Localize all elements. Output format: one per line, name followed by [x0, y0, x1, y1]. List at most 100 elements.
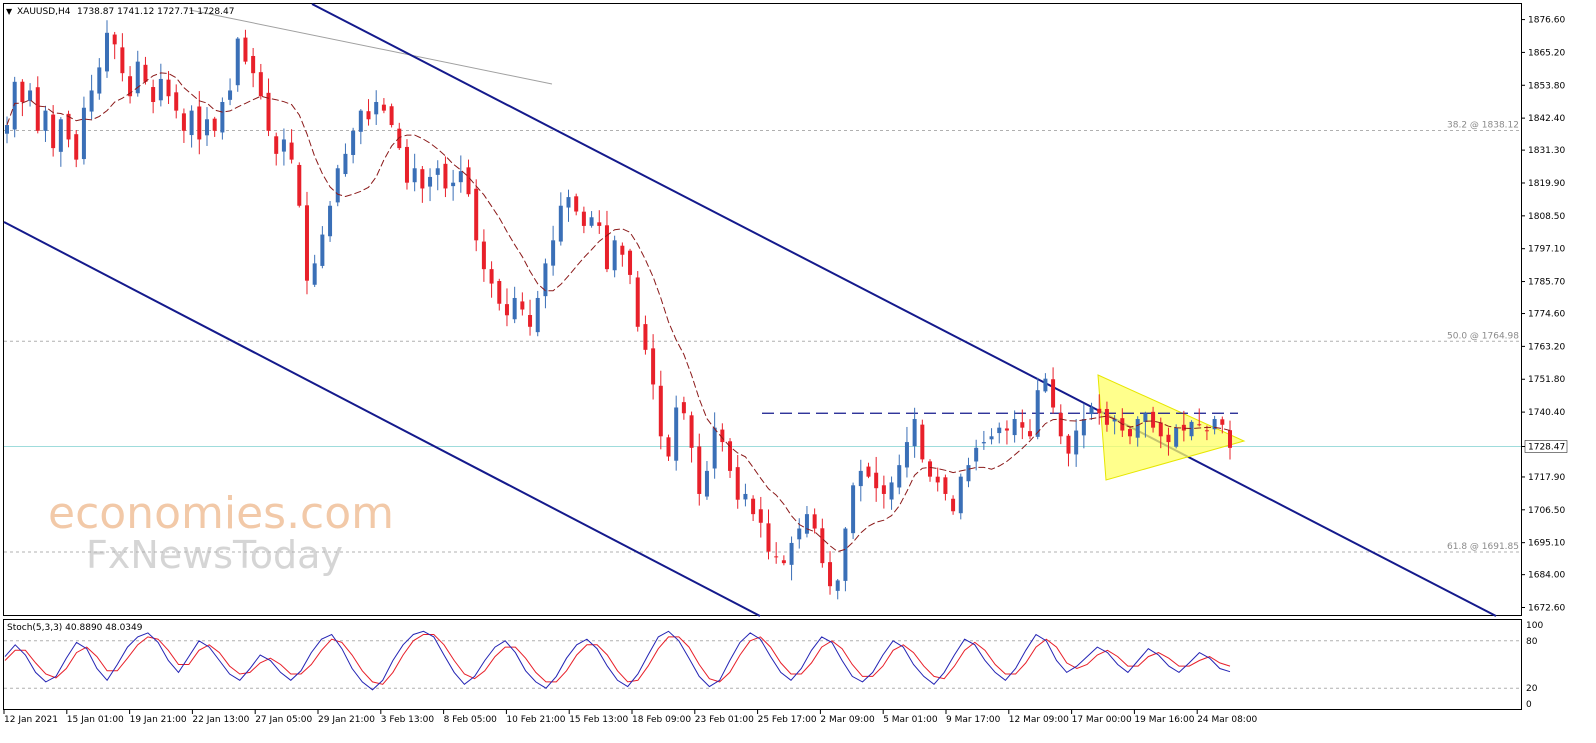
candle[interactable] [712, 412, 717, 479]
candle[interactable] [43, 105, 48, 142]
candle[interactable] [743, 483, 748, 507]
candle[interactable] [1197, 408, 1202, 427]
candle[interactable] [704, 461, 709, 500]
candle[interactable] [1074, 419, 1079, 467]
candle[interactable] [1066, 434, 1071, 467]
candle[interactable] [1181, 410, 1186, 442]
candle[interactable] [520, 292, 525, 316]
candle[interactable] [489, 261, 494, 298]
candle[interactable] [158, 63, 163, 107]
candle[interactable] [28, 83, 33, 107]
candle[interactable] [1028, 419, 1033, 440]
candle[interactable] [935, 467, 940, 492]
candle[interactable] [881, 475, 886, 509]
candle[interactable] [174, 84, 179, 119]
candle[interactable] [974, 439, 979, 471]
candle[interactable] [1012, 410, 1017, 443]
candle[interactable] [604, 210, 609, 273]
candle[interactable] [1135, 416, 1140, 447]
candle[interactable] [697, 433, 702, 506]
candle[interactable] [143, 56, 148, 85]
candle[interactable] [981, 430, 986, 450]
candle[interactable] [74, 130, 79, 168]
candle[interactable] [551, 225, 556, 276]
upper-channel-line[interactable] [311, 3, 1497, 617]
candle[interactable] [58, 117, 63, 167]
candle[interactable] [443, 156, 448, 198]
candle[interactable] [728, 438, 733, 478]
candle[interactable] [104, 20, 109, 78]
candle[interactable] [335, 164, 340, 207]
candle[interactable] [20, 79, 25, 117]
candle[interactable] [781, 555, 786, 566]
candle[interactable] [1128, 426, 1133, 445]
candle[interactable] [481, 229, 486, 282]
candle[interactable] [689, 411, 694, 463]
candle[interactable] [358, 109, 363, 145]
candle[interactable] [1228, 420, 1232, 460]
candle[interactable] [820, 518, 825, 568]
candle[interactable] [643, 315, 648, 355]
candle[interactable] [1189, 420, 1194, 441]
candle[interactable] [535, 290, 540, 337]
candle[interactable] [681, 396, 686, 420]
candle[interactable] [828, 551, 833, 595]
candle[interactable] [851, 482, 856, 539]
candle[interactable] [866, 462, 871, 479]
candle[interactable] [528, 299, 533, 336]
candle[interactable] [597, 210, 602, 234]
candle[interactable] [843, 527, 848, 592]
candle[interactable] [928, 459, 933, 482]
candle[interactable] [320, 226, 325, 269]
candle[interactable] [266, 78, 271, 137]
candle[interactable] [128, 66, 133, 104]
candle[interactable] [466, 159, 471, 197]
candle[interactable] [381, 98, 386, 114]
candle[interactable] [574, 193, 579, 216]
candle[interactable] [558, 192, 563, 246]
candle[interactable] [751, 495, 756, 522]
candle[interactable] [735, 454, 740, 509]
candle[interactable] [412, 153, 417, 192]
candle[interactable] [620, 242, 625, 267]
candle[interactable] [797, 518, 802, 549]
candle[interactable] [197, 91, 202, 155]
candle[interactable] [304, 191, 309, 295]
candle[interactable] [1151, 406, 1156, 433]
candle[interactable] [674, 395, 679, 471]
candle[interactable] [951, 495, 956, 515]
candle[interactable] [1104, 401, 1109, 432]
candle[interactable] [1112, 415, 1117, 435]
candle[interactable] [112, 31, 117, 60]
candle[interactable] [220, 97, 225, 140]
candle[interactable] [243, 29, 248, 65]
candle[interactable] [989, 428, 994, 445]
candle[interactable] [581, 206, 586, 234]
candle[interactable] [666, 434, 671, 461]
candle[interactable] [943, 474, 948, 501]
candle[interactable] [428, 168, 433, 202]
candle[interactable] [543, 258, 548, 309]
candle[interactable] [297, 162, 302, 208]
candle[interactable] [451, 169, 456, 201]
candle[interactable] [435, 160, 440, 191]
candle[interactable] [212, 116, 217, 137]
candle[interactable] [151, 79, 156, 114]
candle[interactable] [1043, 373, 1048, 393]
candle[interactable] [81, 96, 86, 165]
candle[interactable] [251, 47, 256, 88]
lower-channel-line[interactable] [3, 221, 761, 617]
candle[interactable] [281, 128, 286, 166]
candle[interactable] [204, 107, 209, 146]
candle[interactable] [120, 33, 125, 82]
candle[interactable] [97, 58, 102, 100]
candle[interactable] [235, 37, 240, 92]
candle[interactable] [397, 122, 402, 150]
candle[interactable] [458, 155, 463, 193]
candle[interactable] [912, 407, 917, 458]
candle[interactable] [1143, 411, 1148, 438]
candle[interactable] [1204, 425, 1209, 441]
candle[interactable] [758, 496, 763, 538]
candle[interactable] [1212, 415, 1217, 435]
candle[interactable] [566, 189, 571, 222]
